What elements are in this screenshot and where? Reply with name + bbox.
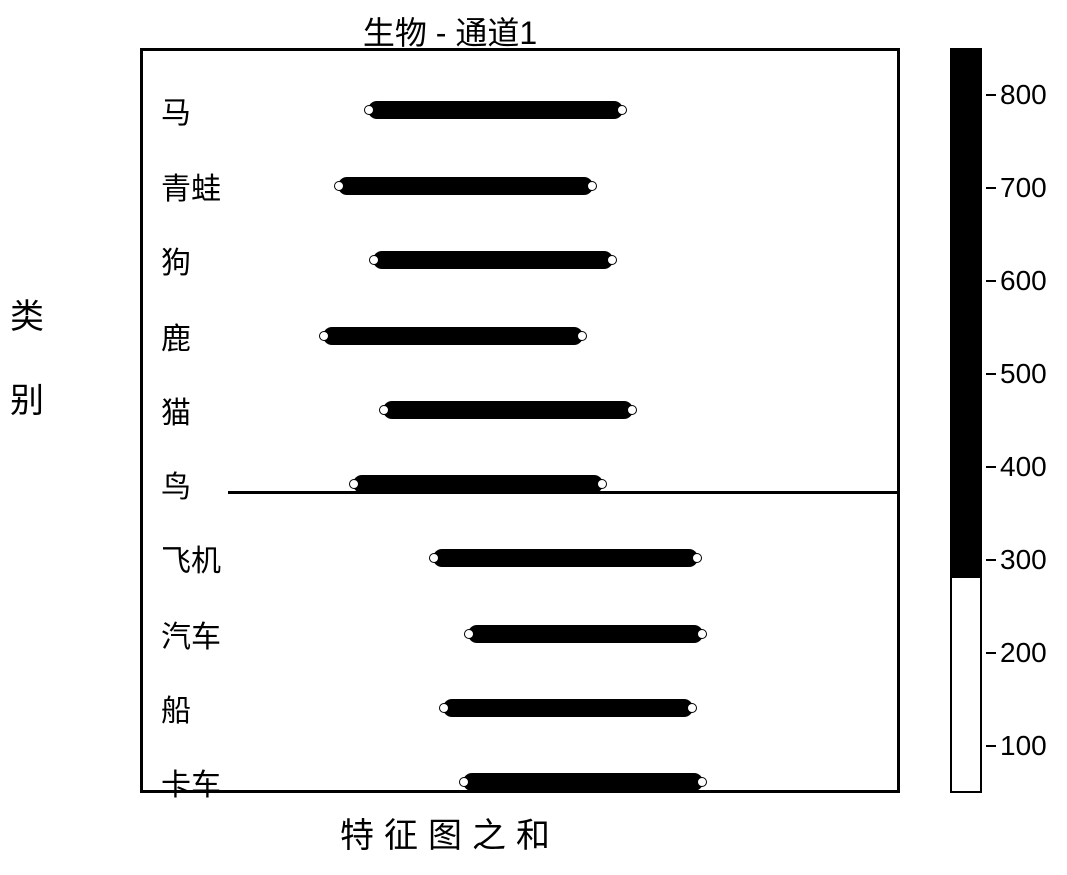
colorbar-tick — [986, 94, 996, 96]
category-row: 马 — [143, 73, 897, 147]
colorbar-tick-label: 200 — [1000, 637, 1047, 669]
range-bar — [463, 773, 703, 791]
category-label: 卡车 — [161, 760, 221, 804]
category-row: 飞机 — [143, 521, 897, 595]
colorbar-tick-label: 700 — [1000, 172, 1047, 204]
colorbar-tick-label: 800 — [1000, 79, 1047, 111]
category-label: 青蛙 — [161, 164, 221, 208]
y-axis-label: 类 别 — [10, 300, 44, 468]
category-label: 狗 — [161, 238, 191, 282]
colorbar-tick — [986, 559, 996, 561]
category-row: 汽车 — [143, 597, 897, 671]
colorbar-fill — [952, 50, 980, 578]
colorbar-tick — [986, 652, 996, 654]
category-label: 鸟 — [161, 462, 191, 506]
category-label: 猫 — [161, 388, 191, 432]
category-row: 狗 — [143, 223, 897, 297]
colorbar-tick-label: 500 — [1000, 358, 1047, 390]
range-bar — [433, 549, 698, 567]
category-row: 鸟 — [143, 447, 897, 521]
range-bar — [383, 401, 633, 419]
category-label: 汽车 — [161, 612, 221, 656]
range-bar — [443, 699, 693, 717]
colorbar-tick — [986, 745, 996, 747]
colorbar-tick-label: 300 — [1000, 544, 1047, 576]
colorbar-tick — [986, 187, 996, 189]
colorbar-tick — [986, 466, 996, 468]
range-bar — [368, 101, 623, 119]
colorbar-tick — [986, 373, 996, 375]
chart-container: 生物 - 通道1 类 别 马青蛙狗鹿猫鸟飞机汽车船卡车 特征图之和 100200… — [0, 0, 1067, 875]
group-divider — [228, 491, 898, 494]
range-bar — [338, 177, 593, 195]
range-bar — [323, 327, 583, 345]
range-bar — [468, 625, 703, 643]
x-axis-label: 特征图之和 — [0, 808, 900, 857]
colorbar-tick-label: 100 — [1000, 730, 1047, 762]
colorbar-tick-label: 400 — [1000, 451, 1047, 483]
plot-area: 马青蛙狗鹿猫鸟飞机汽车船卡车 — [140, 48, 900, 793]
colorbar-tick-label: 600 — [1000, 265, 1047, 297]
category-row: 青蛙 — [143, 149, 897, 223]
range-bar — [373, 251, 613, 269]
category-label: 鹿 — [161, 314, 191, 358]
category-row: 猫 — [143, 373, 897, 447]
colorbar-tick — [986, 280, 996, 282]
category-label: 马 — [161, 88, 191, 132]
colorbar — [950, 48, 982, 793]
y-axis-label-char: 别 — [10, 384, 44, 418]
category-label: 飞机 — [161, 536, 221, 580]
y-axis-label-char: 类 — [10, 300, 44, 334]
category-row: 船 — [143, 671, 897, 745]
category-row: 鹿 — [143, 299, 897, 373]
category-label: 船 — [161, 686, 191, 730]
